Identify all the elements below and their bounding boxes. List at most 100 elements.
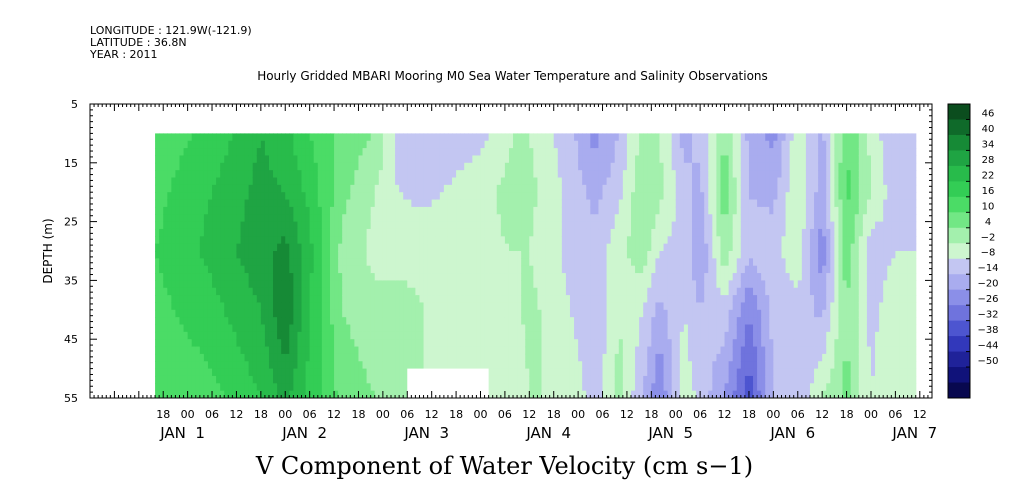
heatmap-cell [427,184,433,193]
heatmap-cell [431,295,437,304]
heatmap-cell [362,390,368,398]
heatmap-cell [207,361,213,370]
heatmap-cell [199,287,205,296]
heatmap-cell [594,324,600,333]
heatmap-cell [622,206,628,215]
heatmap-cell [175,331,181,340]
heatmap-cell [614,346,620,355]
heatmap-cell [561,148,567,157]
heatmap-cell [679,148,685,157]
heatmap-cell [622,133,628,142]
heatmap-cell [305,221,311,230]
heatmap-cell [358,287,364,296]
heatmap-cell [598,324,604,333]
heatmap-cell [643,243,648,252]
heatmap-cell [626,324,632,333]
heatmap-cell [366,199,372,208]
heatmap-cell [354,148,360,157]
heatmap-cell [574,228,579,237]
heatmap-cell [626,221,632,230]
heatmap-cell [285,221,290,230]
heatmap-cell [289,243,294,252]
heatmap-cell [504,258,510,267]
heatmap-cell [203,273,209,281]
heatmap-cell [561,206,567,215]
heatmap-cell [334,228,339,237]
heatmap-cell [313,317,319,326]
heatmap-cell [476,309,482,318]
heatmap-cell [415,346,421,355]
heatmap-cell [431,206,437,215]
heatmap-cell [244,295,250,304]
heatmap-cell [460,361,465,370]
heatmap-cell [700,375,705,384]
heatmap-cell [374,383,380,392]
heatmap-cell [480,243,486,252]
heatmap-cell [472,199,478,208]
heatmap-cell [500,199,506,208]
heatmap-cell [260,192,266,201]
heatmap-cell [293,162,299,171]
heatmap-cell [399,375,404,384]
heatmap-cell [187,243,193,252]
heatmap-cell [700,236,705,245]
heatmap-cell [679,339,685,348]
heatmap-cell [427,309,433,318]
heatmap-cell [618,324,624,333]
heatmap-cell [366,162,372,171]
heatmap-cell [415,295,421,304]
heatmap-cell [635,375,640,384]
heatmap-cell [716,295,722,304]
heatmap-cell [187,368,193,377]
heatmap-cell [529,383,534,392]
heatmap-cell [159,287,164,296]
heatmap-cell [472,265,478,274]
heatmap-cell [635,390,640,398]
heatmap-cell [647,192,652,201]
heatmap-cell [578,390,583,398]
heatmap-cell [244,192,250,201]
heatmap-cell [334,214,339,223]
heatmap-cell [382,309,388,318]
heatmap-cell [476,361,482,370]
heatmap-cell [264,177,270,186]
heatmap-cell [667,353,673,362]
heatmap-cell [460,221,465,230]
heatmap-cell [655,339,661,348]
heatmap-cell [195,206,201,215]
heatmap-cell [252,199,258,208]
heatmap-cell [533,155,539,164]
heatmap-cell [273,170,278,179]
heatmap-cell [675,287,681,296]
heatmap-cell [167,331,172,340]
heatmap-cell [411,214,417,223]
heatmap-cell [244,184,250,193]
heatmap-cell [374,243,380,252]
heatmap-cell [517,162,522,171]
heatmap-cell [301,302,307,311]
heatmap-cell [228,280,233,289]
heatmap-cell [439,148,445,157]
heatmap-cell [281,287,286,296]
heatmap-cell [529,206,534,215]
heatmap-cell [476,221,482,230]
heatmap-cell [273,140,278,149]
heatmap-cell [329,287,335,296]
heatmap-cell [443,295,449,304]
heatmap-cell [399,148,404,157]
heatmap-cell [277,192,282,201]
heatmap-cell [313,155,319,164]
heatmap-cell [692,309,697,318]
heatmap-cell [163,162,168,171]
heatmap-cell [382,390,388,398]
heatmap-cell [358,251,364,259]
heatmap-cell [602,280,608,289]
heatmap-cell [362,228,368,237]
heatmap-cell [574,361,579,370]
heatmap-cell [248,302,254,311]
heatmap-cell [163,206,168,215]
heatmap-cell [342,324,347,333]
heatmap-cell [480,324,486,333]
heatmap-cell [476,184,482,193]
heatmap-cell [598,390,604,398]
